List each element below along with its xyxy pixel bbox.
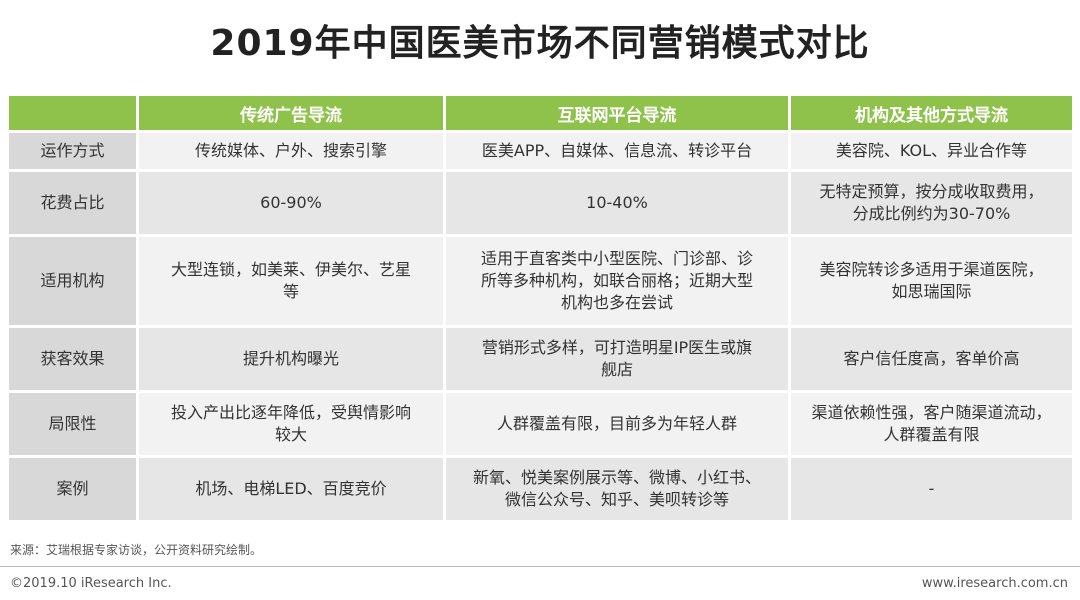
column-header-internet: 互联网平台导流	[443, 96, 788, 130]
cell-text: 适用于直客类中小型医院、门诊部、诊 所等多种机构，如联合丽格；近期大型 机构也多…	[480, 249, 753, 312]
table-cell: 美容院转诊多适用于渠道医院， 如思瑞国际	[788, 237, 1072, 325]
cell-text: -	[928, 479, 935, 498]
row-label: 局限性	[9, 393, 136, 455]
table-cell: 新氧、悦美案例展示等、微博、小红书、 微信公众号、知乎、美呗转诊等	[443, 458, 788, 520]
table-cell: 美容院、KOL、异业合作等	[788, 133, 1072, 169]
table-cell: 渠道依赖性强，客户随渠道流动， 人群覆盖有限	[788, 393, 1072, 455]
table-cell: 投入产出比逐年降低，受舆情影响 较大	[136, 393, 443, 455]
cell-text: 医美APP、自媒体、信息流、转诊平台	[481, 141, 753, 160]
cell-text: 传统媒体、户外、搜索引擎	[194, 141, 387, 160]
table-cell: 医美APP、自媒体、信息流、转诊平台	[443, 133, 788, 169]
row-label: 适用机构	[9, 237, 136, 325]
table-cell: 大型连锁，如美莱、伊美尔、艺星 等	[136, 237, 443, 325]
table-row: 运作方式 传统媒体、户外、搜索引擎 医美APP、自媒体、信息流、转诊平台 美容院、KO…	[9, 133, 1072, 169]
table-cell: 60-90%	[136, 172, 443, 234]
footer-divider	[0, 566, 1080, 567]
table-row: 案例 机场、电梯LED、百度竞价 新氧、悦美案例展示等、微博、小红书、 微信公众号、…	[9, 458, 1072, 520]
table-header-row: 传统广告导流 互联网平台导流 机构及其他方式导流	[9, 96, 1072, 130]
row-label: 花费占比	[9, 172, 136, 234]
cell-text: 渠道依赖性强，客户随渠道流动， 人群覆盖有限	[811, 403, 1052, 444]
table-cell: -	[788, 458, 1072, 520]
cell-text: 人群覆盖有限，目前多为年轻人群	[496, 414, 737, 433]
table-cell: 提升机构曝光	[136, 328, 443, 390]
table-row: 获客效果 提升机构曝光 营销形式多样，可打造明星IP医生或旗 舰店 客户信任度高，客单…	[9, 328, 1072, 390]
cell-text: 投入产出比逐年降低，受舆情影响 较大	[170, 403, 411, 444]
cell-text: 提升机构曝光	[242, 349, 339, 368]
page-title: 2019年中国医美市场不同营销模式对比	[210, 23, 870, 64]
table-row: 局限性 投入产出比逐年降低，受舆情影响 较大 人群覆盖有限，目前多为年轻人群 渠道依赖…	[9, 393, 1072, 455]
header-corner	[9, 96, 136, 130]
comparison-table: 传统广告导流 互联网平台导流 机构及其他方式导流 运作方式 传统媒体、户外、搜索引…	[9, 93, 1072, 523]
cell-text: 无特定预算，按分成收取费用， 分成比例约为30-70%	[819, 182, 1044, 223]
row-label: 运作方式	[9, 133, 136, 169]
table-cell: 机场、电梯LED、百度竞价	[136, 458, 443, 520]
table-cell: 传统媒体、户外、搜索引擎	[136, 133, 443, 169]
table-cell: 适用于直客类中小型医院、门诊部、诊 所等多种机构，如联合丽格；近期大型 机构也多…	[443, 237, 788, 325]
table-cell: 营销形式多样，可打造明星IP医生或旗 舰店	[443, 328, 788, 390]
table-cell: 10-40%	[443, 172, 788, 234]
row-label: 获客效果	[9, 328, 136, 390]
table-row: 花费占比 60-90% 10-40% 无特定预算，按分成收取费用， 分成比例约为30-…	[9, 172, 1072, 234]
website-link: www.iresearch.com.cn	[921, 576, 1068, 591]
cell-text: 营销形式多样，可打造明星IP医生或旗 舰店	[481, 338, 753, 379]
cell-text: 60-90%	[260, 193, 322, 212]
column-header-institution: 机构及其他方式导流	[788, 96, 1072, 130]
cell-text: 机场、电梯LED、百度竞价	[195, 479, 387, 498]
source-note: 来源：艾瑞根据专家访谈，公开资料研究绘制。	[10, 543, 263, 557]
table-cell: 客户信任度高，客单价高	[788, 328, 1072, 390]
column-header-traditional: 传统广告导流	[136, 96, 443, 130]
row-label: 案例	[9, 458, 136, 520]
cell-text: 客户信任度高，客单价高	[843, 349, 1020, 368]
table-cell: 人群覆盖有限，目前多为年轻人群	[443, 393, 788, 455]
table-cell: 无特定预算，按分成收取费用， 分成比例约为30-70%	[788, 172, 1072, 234]
cell-text: 10-40%	[586, 193, 648, 212]
cell-text: 美容院转诊多适用于渠道医院， 如思瑞国际	[819, 260, 1044, 301]
cell-text: 大型连锁，如美莱、伊美尔、艺星 等	[170, 260, 411, 301]
cell-text: 新氧、悦美案例展示等、微博、小红书、 微信公众号、知乎、美呗转诊等	[472, 468, 761, 509]
copyright-text: ©2019.10 iResearch Inc.	[10, 576, 172, 591]
table-row: 适用机构 大型连锁，如美莱、伊美尔、艺星 等 适用于直客类中小型医院、门诊部、诊 所…	[9, 237, 1072, 325]
cell-text: 美容院、KOL、异业合作等	[835, 141, 1028, 160]
